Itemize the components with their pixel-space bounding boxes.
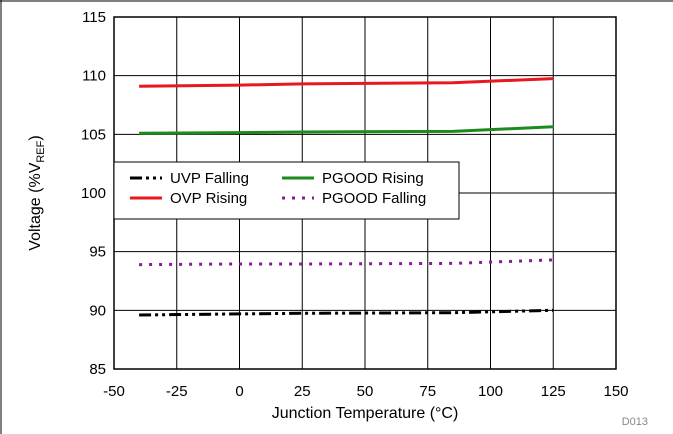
- y-tick-label: 105: [81, 126, 106, 143]
- series-line-pgood-rising: [139, 125, 554, 135]
- y-tick-label: 90: [89, 302, 106, 319]
- x-tick-label: 75: [419, 383, 436, 400]
- y-tick-label: 95: [89, 244, 106, 261]
- legend: UVP Falling OVP Rising PGOOD Rising PGOOD F…: [113, 161, 460, 220]
- legend-label-ovp-rising: OVP Rising: [170, 190, 247, 207]
- tick-labels: -50 -25 0 25 50 75 100 125 150 85 90 95 100 105 110 115: [81, 9, 629, 400]
- x-tick-label: -25: [166, 383, 188, 400]
- x-tick-label: 150: [603, 383, 628, 400]
- x-tick-label: 0: [235, 383, 243, 400]
- series-line-ovp-rising: [139, 77, 554, 88]
- legend-label-uvp-falling: UVP Falling: [170, 170, 249, 187]
- y-tick-label: 85: [89, 361, 106, 378]
- y-tick-label: 110: [82, 68, 106, 85]
- x-tick-label: 50: [357, 383, 374, 400]
- y-axis-label-main: Voltage (%V: [27, 162, 44, 250]
- series-line-uvp-falling: [139, 308, 554, 317]
- legend-label-pgood-falling: PGOOD Falling: [322, 190, 426, 207]
- y-tick-label: 115: [82, 9, 106, 26]
- x-tick-label: -50: [103, 383, 125, 400]
- figure-code: D013: [622, 416, 648, 428]
- y-axis-label-tail: ): [27, 135, 44, 140]
- x-tick-label: 125: [541, 383, 566, 400]
- x-axis-label: Junction Temperature (°C): [272, 405, 459, 422]
- legend-box: [113, 161, 460, 220]
- y-tick-label: 100: [81, 185, 106, 202]
- y-axis-label: Voltage (%VREF): [27, 135, 47, 250]
- x-tick-label: 100: [478, 383, 503, 400]
- y-axis-label-subscript: REF: [35, 140, 47, 162]
- legend-label-pgood-rising: PGOOD Rising: [322, 170, 424, 187]
- x-tick-label: 25: [294, 383, 311, 400]
- plot-series: [139, 77, 554, 317]
